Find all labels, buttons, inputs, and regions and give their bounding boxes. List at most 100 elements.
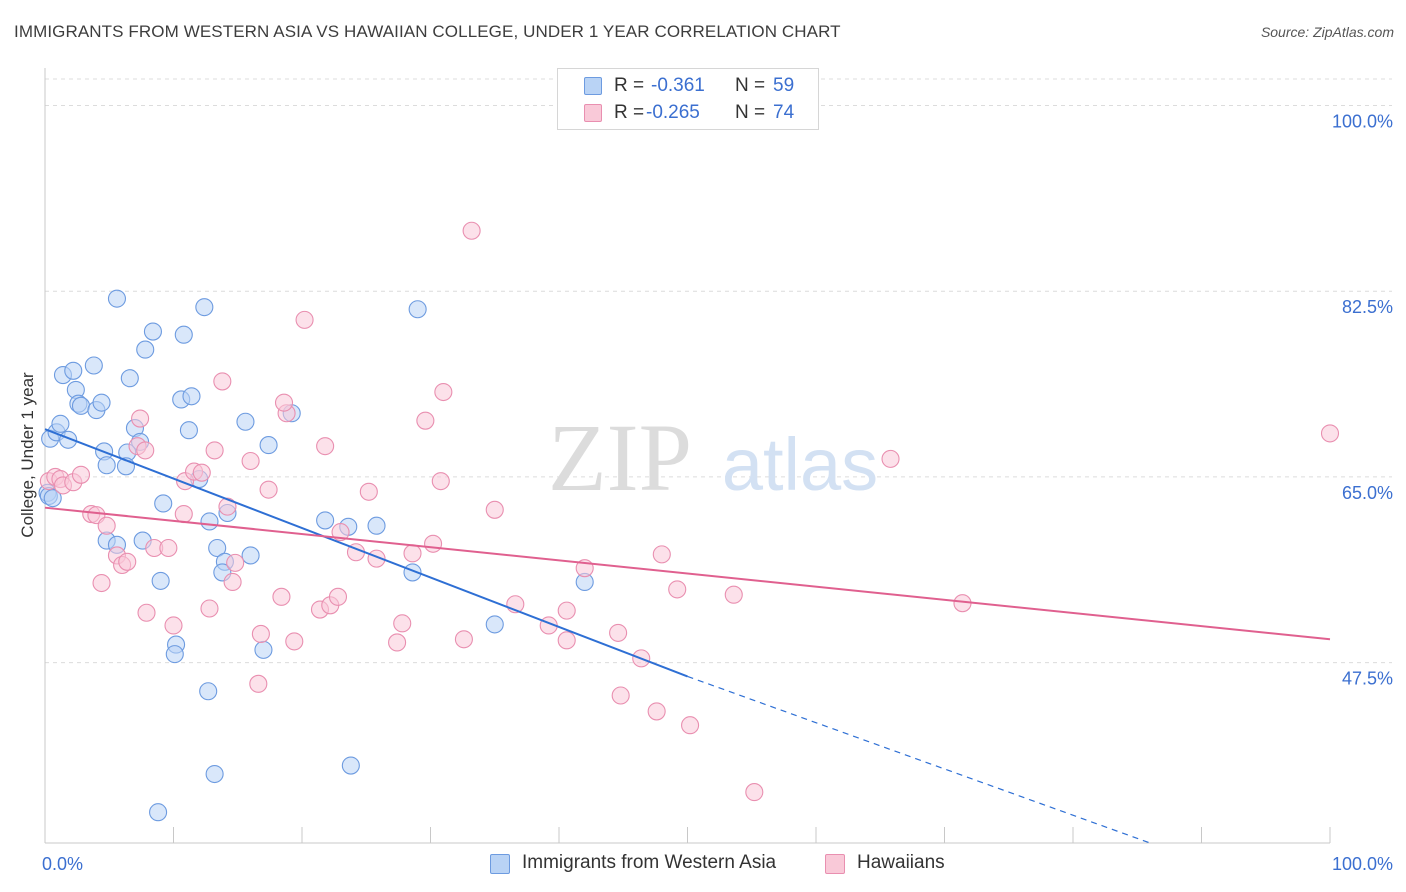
point-hawaiian	[71, 465, 91, 484]
legend-n-value: 59	[773, 75, 795, 96]
point-western-asia	[485, 615, 504, 634]
point-hawaiian	[249, 674, 268, 693]
legend-n-value: 74	[773, 102, 795, 123]
point-western-asia	[165, 645, 184, 664]
trendline-western-asia	[44, 428, 688, 678]
tick-labels: 100.0% 82.5% 65.0% 47.5% 0.0% 100.0%	[42, 112, 1393, 874]
point-western-asia	[71, 396, 91, 415]
trend-layer	[44, 428, 1331, 844]
point-hawaiian	[881, 449, 900, 468]
point-hawaiian	[668, 580, 687, 599]
point-western-asia	[367, 516, 386, 535]
point-hawaiian	[97, 516, 116, 535]
point-western-asia	[200, 512, 219, 531]
point-hawaiian	[331, 523, 350, 542]
point-western-asia	[120, 369, 139, 388]
point-western-asia	[136, 340, 155, 359]
point-hawaiian	[213, 372, 232, 391]
bottom-legend-swatch-blue	[490, 854, 510, 874]
point-western-asia	[107, 289, 127, 308]
point-hawaiian	[295, 310, 314, 329]
point-western-asia	[199, 682, 218, 701]
correlation-legend: R = -0.361 N = 59 R = -0.265 N = 74	[557, 68, 819, 130]
legend-r-value: -0.265	[646, 102, 700, 123]
point-hawaiian	[652, 545, 671, 564]
point-western-asia	[241, 546, 260, 565]
point-hawaiian	[118, 552, 137, 571]
watermark: ZIP atlas	[548, 404, 878, 511]
point-hawaiian	[218, 497, 237, 516]
point-western-asia	[174, 325, 193, 344]
bottom-legend-label: Hawaiians	[857, 852, 945, 873]
x-tick-label-min: 0.0%	[42, 854, 83, 874]
point-hawaiian	[174, 505, 193, 524]
point-western-asia	[259, 436, 278, 455]
legend-n-label: N =	[735, 75, 766, 96]
point-hawaiian	[454, 630, 473, 649]
point-hawaiian	[200, 599, 219, 618]
legend-n-label: N =	[735, 102, 766, 123]
point-hawaiian	[485, 500, 504, 519]
point-hawaiian	[259, 480, 278, 499]
point-hawaiian	[424, 534, 443, 553]
point-hawaiian	[724, 585, 743, 604]
point-western-asia	[97, 456, 116, 475]
point-hawaiian	[316, 437, 335, 456]
point-western-asia	[316, 511, 335, 530]
chart-title: IMMIGRANTS FROM WESTERN ASIA VS HAWAIIAN…	[14, 22, 841, 41]
point-hawaiian	[159, 538, 178, 558]
point-western-asia	[154, 494, 173, 513]
point-hawaiian	[131, 409, 150, 428]
trendline-hawaiians	[44, 506, 1331, 641]
point-western-asia	[236, 412, 255, 431]
point-hawaiian	[431, 472, 450, 491]
point-hawaiian	[274, 393, 294, 412]
series-hawaiians	[39, 221, 1340, 802]
legend-r-label: R =	[614, 102, 645, 123]
point-hawaiian	[462, 221, 481, 240]
point-hawaiian	[393, 614, 412, 633]
watermark-zip: ZIP	[548, 404, 692, 511]
point-western-asia	[208, 538, 227, 558]
point-hawaiian	[416, 411, 435, 430]
point-western-asia	[254, 640, 273, 659]
point-hawaiian	[557, 631, 576, 650]
point-hawaiian	[681, 716, 700, 735]
y-tick-label: 47.5%	[1342, 669, 1393, 689]
y-tick-label: 65.0%	[1342, 483, 1393, 503]
point-western-asia	[92, 393, 111, 412]
point-hawaiian	[92, 573, 111, 593]
y-tick-label: 82.5%	[1342, 297, 1393, 317]
bottom-legend-label: Immigrants from Western Asia	[522, 852, 777, 873]
grid-layer	[45, 78, 1392, 664]
x-tick-label-max: 100.0%	[1332, 854, 1393, 874]
point-western-asia	[51, 414, 70, 433]
point-hawaiian	[403, 544, 422, 563]
point-hawaiian	[609, 623, 628, 642]
axis-layer	[44, 68, 1331, 844]
bottom-legend-swatch-pink	[825, 854, 845, 874]
point-western-asia	[341, 756, 360, 775]
y-tick-label: 100.0%	[1332, 112, 1393, 132]
point-western-asia	[143, 322, 162, 341]
point-hawaiian	[745, 783, 764, 802]
legend-r-value: -0.361	[651, 75, 705, 96]
point-western-asia	[179, 421, 198, 440]
y-axis-title: College, Under 1 year	[18, 372, 37, 538]
point-hawaiian	[241, 451, 260, 471]
point-hawaiian	[328, 587, 348, 606]
point-hawaiian	[272, 587, 291, 606]
point-western-asia	[149, 803, 168, 822]
point-western-asia	[151, 571, 170, 590]
point-hawaiian	[388, 633, 407, 652]
point-hawaiian	[137, 603, 156, 622]
legend-swatch-pink	[584, 104, 602, 122]
point-hawaiian	[285, 632, 304, 651]
legend-r-label: R =	[614, 75, 645, 96]
point-hawaiian	[1320, 424, 1340, 443]
point-hawaiian	[192, 463, 211, 482]
source-label: Source: ZipAtlas.com	[1260, 24, 1394, 40]
point-hawaiian	[223, 572, 242, 592]
point-western-asia	[43, 489, 62, 508]
